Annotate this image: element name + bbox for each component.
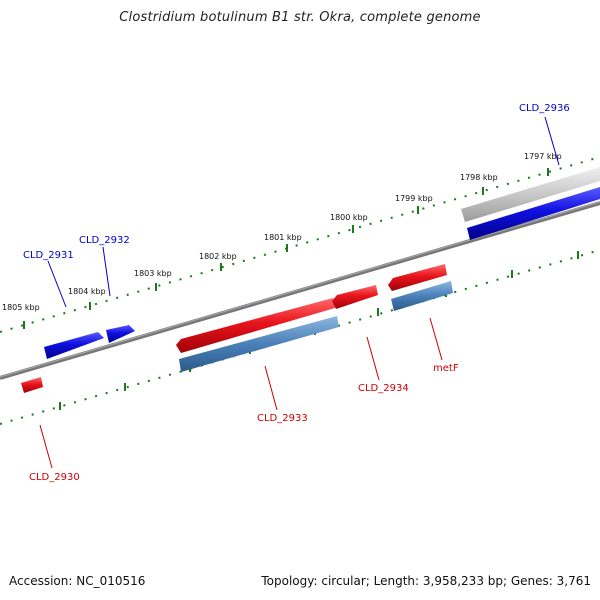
tick-label-1805: 1805 kbp: [2, 303, 40, 312]
label-CLD_2932: CLD_2932: [79, 235, 130, 246]
tick-label-1801: 1801 kbp: [264, 233, 302, 242]
label-CLD_2934: CLD_2934: [358, 383, 409, 394]
label-metF: metF: [433, 363, 459, 374]
tick-label-1797: 1797 kbp: [524, 152, 562, 161]
tick-label-1802: 1802 kbp: [199, 252, 237, 261]
label-CLD_2936: CLD_2936: [519, 103, 570, 114]
tick-label-1803: 1803 kbp: [134, 269, 172, 278]
tick-label-1804: 1804 kbp: [68, 287, 106, 296]
genome-backbone: [0, 201, 600, 380]
label-CLD_2930: CLD_2930: [29, 472, 80, 483]
tick-label-1800: 1800 kbp: [330, 213, 368, 222]
gene-CLD_2931[interactable]: [44, 332, 104, 359]
gene-CLD_2930[interactable]: [21, 377, 43, 393]
gene-CLD_2934[interactable]: [332, 285, 378, 309]
map-title: Clostridium botulinum B1 str. Okra, comp…: [119, 10, 481, 25]
gene-CLD_2936[interactable]: [461, 167, 600, 240]
label-CLD_2933: CLD_2933: [257, 413, 308, 424]
gene-CLD_2932[interactable]: [106, 325, 135, 343]
label-leaders: [39, 116, 560, 469]
tick-label-1798: 1798 kbp: [460, 173, 498, 182]
gene-metF[interactable]: [388, 264, 453, 311]
accession-label: Accession: NC_010516: [9, 574, 146, 588]
tick-label-1799: 1799 kbp: [395, 194, 433, 203]
topology-label: Topology: circular; Length: 3,958,233 bp…: [261, 574, 591, 588]
backbone-highlight: [0, 201, 600, 378]
scale-labels: 1805 kbp 1804 kbp 1803 kbp 1802 kbp 1801…: [2, 152, 562, 312]
label-CLD_2931: CLD_2931: [23, 250, 74, 261]
gene-CLD_2933[interactable]: [176, 298, 339, 372]
